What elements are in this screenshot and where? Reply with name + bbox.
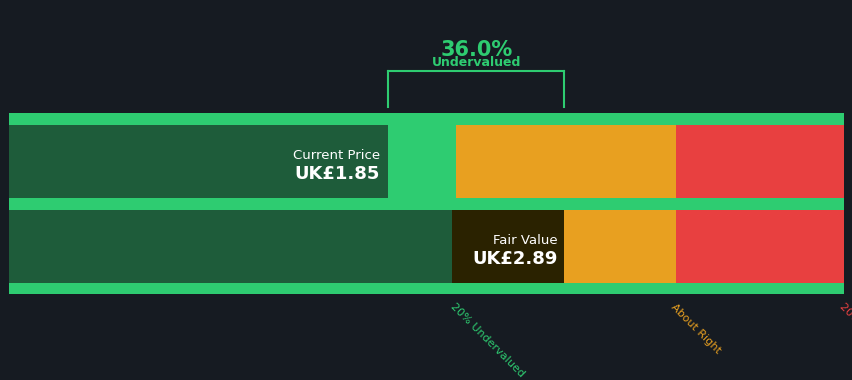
Text: Current Price: Current Price <box>292 149 379 162</box>
Text: 20% Undervalued: 20% Undervalued <box>448 302 526 379</box>
Bar <box>9 125 388 198</box>
Text: About Right: About Right <box>668 302 722 355</box>
Bar <box>9 209 564 283</box>
Text: UK£2.89: UK£2.89 <box>472 250 557 268</box>
Bar <box>9 113 843 125</box>
Bar <box>455 113 675 294</box>
Bar <box>675 113 843 294</box>
Bar <box>9 283 843 294</box>
Bar <box>9 113 455 294</box>
Text: UK£1.85: UK£1.85 <box>294 165 379 183</box>
Text: Fair Value: Fair Value <box>492 234 557 247</box>
Bar <box>9 198 843 209</box>
Text: Undervalued: Undervalued <box>431 56 521 69</box>
Text: 20% Overvalued: 20% Overvalued <box>837 302 852 374</box>
Text: 36.0%: 36.0% <box>440 40 512 60</box>
Bar <box>451 209 564 283</box>
